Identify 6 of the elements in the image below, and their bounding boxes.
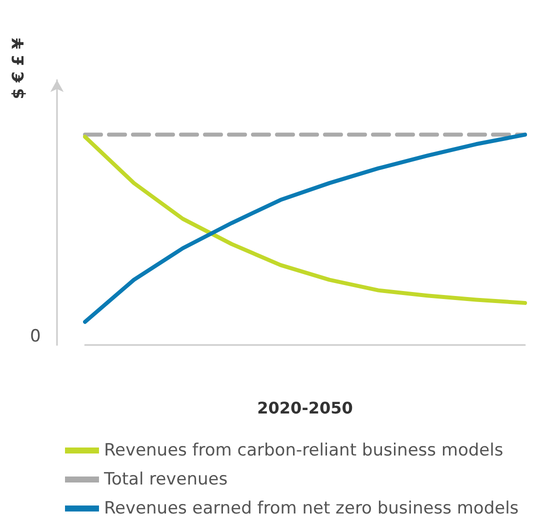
legend-label: Total revenues (103, 470, 228, 490)
legend-label: Revenues earned from net zero business models (104, 498, 519, 518)
legend-label: Revenues from carbon-reliant business models (104, 440, 504, 460)
text: 0 (30, 326, 41, 346)
x-axis-title: 2020-2050 (257, 398, 353, 418)
y-axis-title: $ € £ ¥ (8, 38, 28, 100)
